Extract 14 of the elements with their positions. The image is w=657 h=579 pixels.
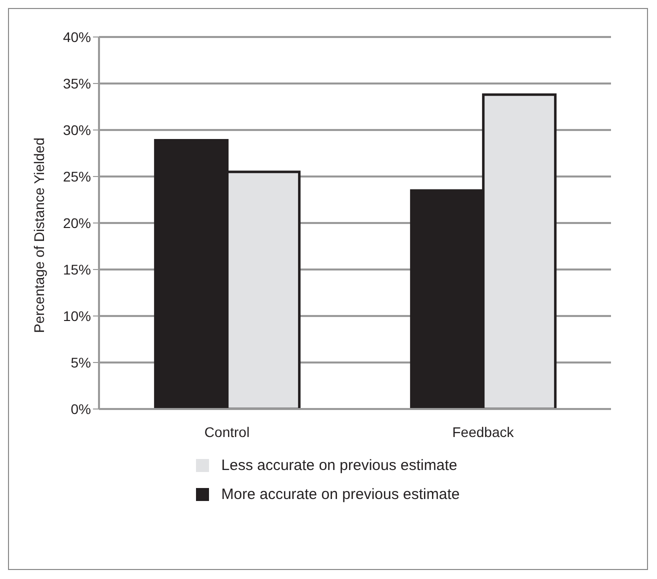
y-tick-label: 10% xyxy=(62,308,91,324)
y-tick-label: 15% xyxy=(62,261,91,278)
y-tick-label: 0% xyxy=(70,400,91,417)
x-tick-label: Control xyxy=(204,424,250,440)
y-tick-label: 40% xyxy=(62,28,91,45)
y-tick-label: 25% xyxy=(62,168,91,184)
y-axis-title: Percentage of Distance Yielded xyxy=(30,138,47,333)
y-tick-label: 30% xyxy=(62,122,91,138)
y-tick-label: 5% xyxy=(70,354,91,370)
legend-label: Less accurate on previous estimate xyxy=(221,457,458,474)
x-tick-label: Feedback xyxy=(452,424,515,440)
y-tick-label: 20% xyxy=(62,214,91,231)
legend-label: More accurate on previous estimate xyxy=(221,486,460,503)
y-tick-label: 35% xyxy=(62,75,91,92)
